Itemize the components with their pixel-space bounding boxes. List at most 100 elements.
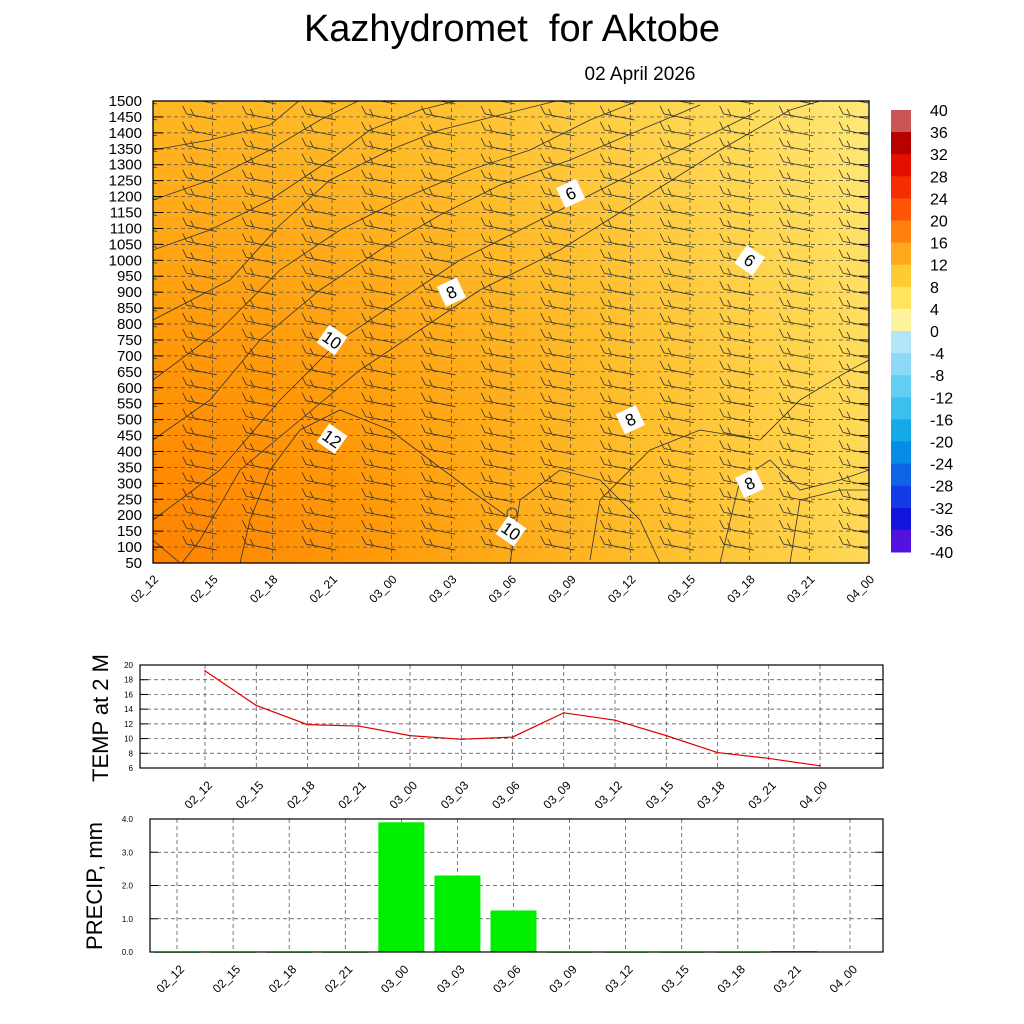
y-tick-label: 300 (117, 475, 142, 492)
y-tick-label: 450 (117, 428, 142, 445)
wind-barb (838, 440, 869, 455)
x-tick-label: 02_21 (322, 962, 356, 996)
isotherm-line (153, 109, 761, 521)
wind-barb (838, 296, 869, 311)
wind-barb (182, 344, 217, 360)
x-tick-label: 02_12 (182, 778, 216, 812)
y-tick-label: 10 (124, 735, 133, 744)
wind-barb (719, 312, 754, 328)
wind-barb (719, 280, 754, 296)
y-tick-label: 1500 (109, 93, 142, 110)
wind-barb (838, 233, 869, 247)
wind-barb (182, 249, 217, 264)
colorbar-swatch (891, 419, 911, 442)
wind-barb (838, 153, 869, 168)
wind-barb (182, 185, 217, 200)
precip-bar (378, 822, 425, 952)
x-tick-label: 02_15 (233, 778, 267, 812)
temperature-point (562, 711, 565, 714)
colorbar-tick-label: 4 (930, 302, 939, 319)
wind-barb (838, 249, 869, 263)
wind-barb (438, 101, 456, 105)
grid-lines (140, 664, 883, 769)
y-tick-label: 6 (129, 764, 134, 773)
contour-label: 6 (734, 244, 765, 276)
y-tick-label: 800 (117, 316, 142, 333)
wind-barb (719, 376, 754, 392)
x-tick-label: 02_15 (187, 572, 221, 606)
wind-barb (182, 376, 217, 392)
temperature-point (511, 736, 514, 738)
temperature-point (819, 764, 821, 767)
y-tick-label: 350 (117, 459, 142, 476)
wind-barb (719, 360, 754, 376)
wind-barb (182, 153, 217, 169)
y-tick-label: 50 (125, 555, 142, 572)
wind-barb (719, 456, 754, 471)
wind-barb (838, 169, 869, 184)
contour-label-box (495, 515, 527, 547)
wind-barb (838, 265, 869, 279)
y-tick-label: 1000 (109, 252, 142, 269)
wind-barb (838, 488, 869, 502)
y-tick-label: 2.0 (122, 882, 134, 891)
wind-barb (719, 296, 754, 312)
wind-barb (838, 504, 869, 518)
colorbar-tick-label: 20 (930, 214, 948, 231)
wind-barb (599, 392, 635, 408)
y-tick-label: 400 (117, 443, 142, 460)
wind-barb (719, 185, 754, 200)
y-tick-label: 1200 (109, 189, 142, 206)
y-tick-label: 8 (129, 749, 134, 758)
wind-barb (599, 328, 635, 344)
y-tick-label: 14 (124, 705, 133, 714)
x-tick-label: 02_18 (284, 778, 318, 812)
y-tick-label: 1.0 (122, 915, 134, 924)
isotherm-line (509, 469, 661, 563)
x-tick-label: 02_12 (154, 962, 188, 996)
wind-barb (182, 535, 217, 551)
x-tick-label: 02_15 (210, 962, 244, 996)
temperature-point (409, 734, 411, 737)
colorbar-swatch (891, 198, 911, 221)
wind-barb (182, 424, 217, 439)
colorbar-tick-label: 16 (930, 236, 948, 253)
y-tick-label: 200 (117, 507, 142, 524)
contour-label-box (615, 405, 645, 435)
wind-barb (182, 265, 217, 280)
y-tick-label: 900 (117, 284, 142, 301)
wind-barb (599, 504, 635, 519)
wind-barb (838, 408, 869, 423)
colorbar-tick-label: -36 (930, 523, 953, 540)
colorbar-tick-label: -28 (930, 479, 953, 496)
wind-barb (599, 105, 635, 121)
temperature-point (665, 734, 668, 737)
x-tick-label: 03_21 (784, 572, 818, 606)
temperature-point (204, 669, 206, 672)
contour-label-box (735, 468, 765, 498)
x-tick-label: 03_06 (489, 778, 523, 812)
colorbar-tick-label: -12 (930, 390, 953, 407)
x-tick-label: 04_00 (797, 778, 831, 812)
wind-barb (719, 265, 754, 280)
colorbar-tick-label: 24 (930, 191, 948, 208)
x-tick-label: 03_12 (592, 778, 626, 812)
y-axis-label: TEMP at 2 M (88, 654, 113, 782)
y-tick-label: 1450 (109, 109, 142, 126)
y-tick-label: 100 (117, 539, 142, 556)
wind-barb (719, 344, 754, 360)
temperature-point (716, 751, 719, 754)
colorbar-swatch (891, 308, 911, 332)
wind-barb (719, 392, 754, 408)
wind-barb (719, 169, 754, 185)
colorbar-tick-label: 40 (930, 103, 948, 120)
colorbar-swatch (891, 286, 911, 310)
wind-barb (599, 472, 635, 487)
temperature-point (255, 704, 258, 707)
colorbar-tick-label: 8 (930, 280, 939, 297)
wind-barb (599, 185, 635, 200)
temperature-point (357, 725, 360, 727)
plot-frame (152, 100, 870, 564)
y-tick-label: 1350 (109, 141, 142, 158)
wind-barb (259, 101, 277, 105)
